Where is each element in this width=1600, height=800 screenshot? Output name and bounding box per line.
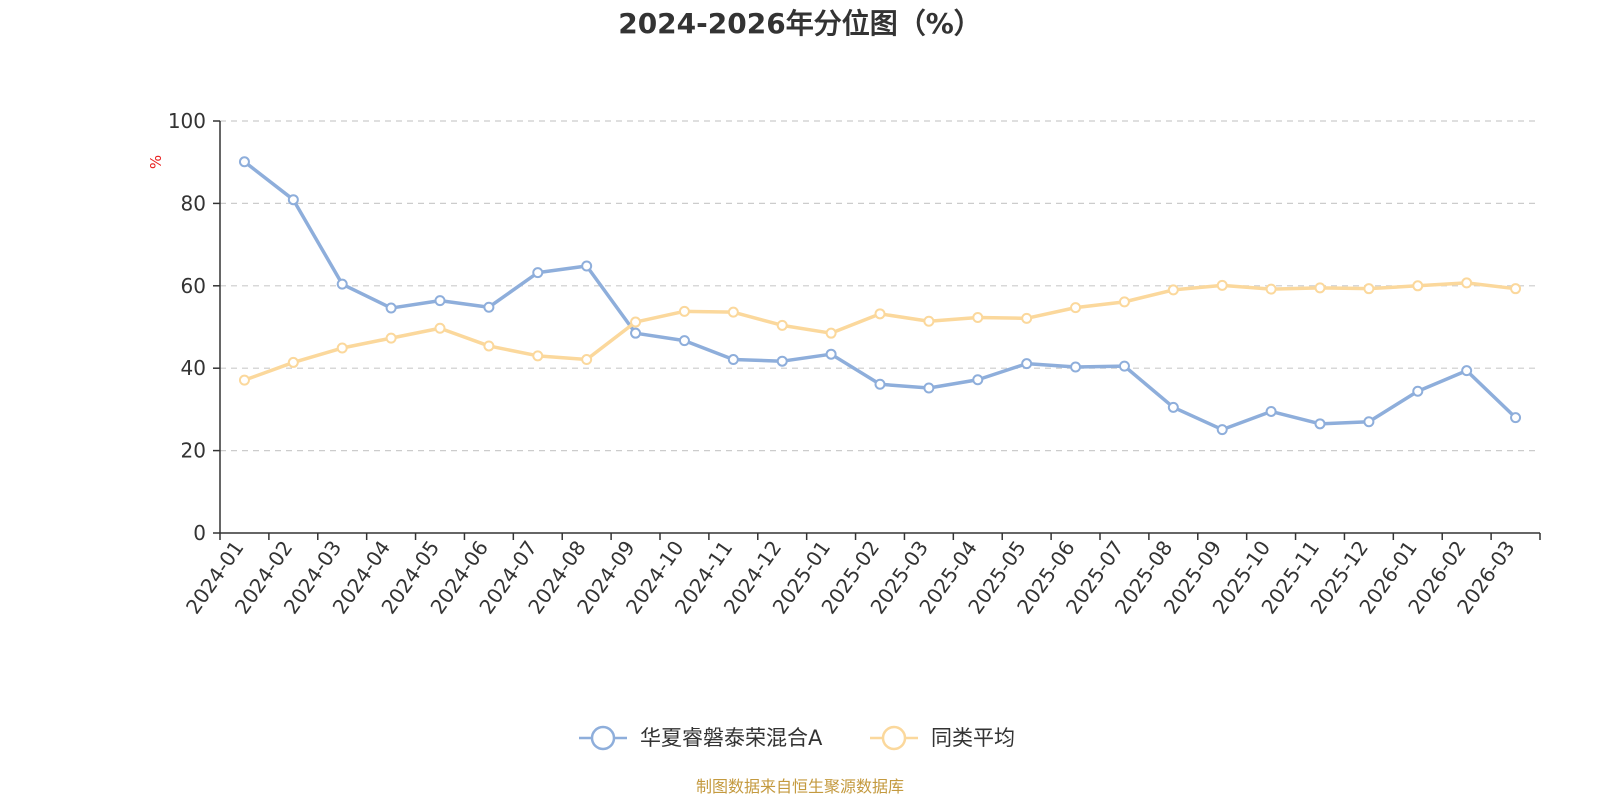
data-point[interactable] [972, 374, 984, 386]
data-point[interactable] [1021, 312, 1033, 324]
data-point[interactable] [1510, 283, 1522, 295]
data-point[interactable] [678, 335, 690, 347]
series-lines [238, 156, 1522, 436]
data-point[interactable] [874, 378, 886, 390]
chart-title: 2024-2026年分位图（%） [618, 7, 982, 40]
data-point[interactable] [434, 322, 446, 334]
data-point[interactable] [923, 315, 935, 327]
y-tick-label: 60 [181, 274, 206, 298]
data-point[interactable] [776, 355, 788, 367]
y-tick-label: 80 [181, 191, 206, 215]
series-0 [238, 156, 1522, 436]
data-point[interactable] [1070, 361, 1082, 373]
data-point[interactable] [1461, 365, 1473, 377]
data-point[interactable] [287, 356, 299, 368]
data-point[interactable] [776, 319, 788, 331]
data-point[interactable] [1118, 360, 1130, 372]
data-point[interactable] [972, 312, 984, 324]
y-tick-label: 20 [181, 439, 206, 463]
data-point[interactable] [1461, 277, 1473, 289]
data-point[interactable] [532, 350, 544, 362]
data-point[interactable] [825, 327, 837, 339]
data-point[interactable] [483, 301, 495, 313]
data-point[interactable] [532, 267, 544, 279]
data-point[interactable] [385, 302, 397, 314]
data-point[interactable] [1118, 296, 1130, 308]
legend-item-0[interactable]: 华夏睿磐泰荣混合A [579, 725, 823, 751]
data-point[interactable] [1314, 282, 1326, 294]
data-point[interactable] [825, 348, 837, 360]
data-point[interactable] [385, 332, 397, 344]
legend-circle-symbol [590, 725, 616, 751]
data-point[interactable] [287, 194, 299, 206]
data-point[interactable] [727, 354, 739, 366]
data-point[interactable] [1314, 418, 1326, 430]
data-point[interactable] [581, 354, 593, 366]
data-point[interactable] [1216, 279, 1228, 291]
series-line [242, 281, 1518, 382]
y-tick-label: 100 [168, 109, 206, 133]
data-point[interactable] [923, 382, 935, 394]
series-1 [238, 277, 1522, 386]
legend-item-1[interactable]: 同类平均 [870, 725, 1015, 751]
legend-label: 华夏睿磐泰荣混合A [640, 726, 823, 750]
data-point[interactable] [1021, 358, 1033, 370]
data-point[interactable] [630, 327, 642, 339]
data-point[interactable] [336, 342, 348, 354]
data-point[interactable] [1167, 401, 1179, 413]
data-point[interactable] [1265, 405, 1277, 417]
data-point[interactable] [678, 305, 690, 317]
data-point[interactable] [1070, 302, 1082, 314]
data-point[interactable] [727, 306, 739, 318]
data-point[interactable] [238, 374, 250, 386]
data-point[interactable] [238, 156, 250, 168]
y-tick-label: 0 [193, 521, 206, 545]
data-point[interactable] [1510, 412, 1522, 424]
data-point[interactable] [1265, 283, 1277, 295]
y-axis-unit-label: % [147, 155, 165, 169]
data-point[interactable] [1412, 280, 1424, 292]
y-tick-label: 40 [181, 356, 206, 380]
legend-label: 同类平均 [931, 726, 1015, 750]
grid-lines [220, 120, 1540, 452]
data-point[interactable] [1363, 283, 1375, 295]
data-point[interactable] [336, 278, 348, 290]
data-point[interactable] [483, 340, 495, 352]
data-point[interactable] [434, 295, 446, 307]
data-point[interactable] [630, 316, 642, 328]
data-point[interactable] [1216, 424, 1228, 436]
data-point[interactable] [1412, 385, 1424, 397]
data-point[interactable] [581, 260, 593, 272]
data-point[interactable] [1167, 284, 1179, 296]
legend-circle-symbol [881, 725, 907, 751]
axes: 0204060801002024-012024-022024-032024-04… [168, 109, 1541, 618]
legend[interactable]: 华夏睿磐泰荣混合A 同类平均 [579, 725, 1015, 751]
data-point[interactable] [874, 308, 886, 320]
data-point[interactable] [1363, 416, 1375, 428]
data-source-note: 制图数据来自恒生聚源数据库 [696, 777, 904, 796]
